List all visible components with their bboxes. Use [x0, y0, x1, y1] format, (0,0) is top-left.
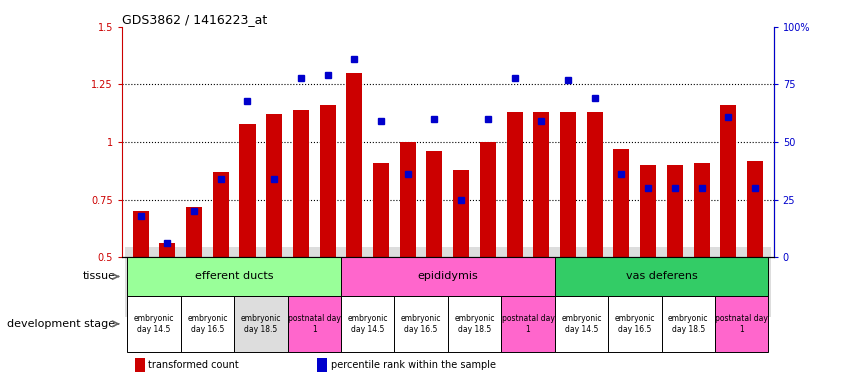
Bar — [640, 165, 656, 257]
Bar — [608, 296, 662, 352]
Text: embryonic
day 16.5: embryonic day 16.5 — [401, 314, 442, 334]
Bar — [213, 172, 229, 257]
Bar — [448, 296, 501, 352]
Bar — [662, 296, 715, 352]
Bar — [373, 163, 389, 257]
Bar — [341, 257, 555, 296]
Text: embryonic
day 14.5: embryonic day 14.5 — [561, 314, 601, 334]
Bar — [426, 151, 442, 257]
Text: embryonic
day 16.5: embryonic day 16.5 — [615, 314, 655, 334]
Bar — [127, 296, 181, 352]
Text: tissue: tissue — [82, 271, 115, 281]
Text: embryonic
day 18.5: embryonic day 18.5 — [668, 314, 708, 334]
Text: embryonic
day 14.5: embryonic day 14.5 — [134, 314, 174, 334]
Text: efferent ducts: efferent ducts — [195, 271, 273, 281]
Bar — [587, 112, 603, 257]
Text: development stage: development stage — [8, 319, 115, 329]
Text: vas deferens: vas deferens — [626, 271, 697, 281]
Text: percentile rank within the sample: percentile rank within the sample — [331, 360, 495, 370]
Bar — [346, 73, 362, 257]
Bar — [715, 296, 769, 352]
Bar — [560, 112, 576, 257]
Bar — [320, 105, 336, 257]
Bar — [506, 112, 522, 257]
Bar — [159, 243, 176, 257]
Text: postnatal day
1: postnatal day 1 — [501, 314, 554, 334]
Bar — [453, 170, 469, 257]
Text: embryonic
day 18.5: embryonic day 18.5 — [454, 314, 495, 334]
Bar — [501, 296, 555, 352]
Bar — [399, 142, 415, 257]
Bar — [135, 358, 145, 372]
Bar — [240, 124, 256, 257]
Bar — [288, 296, 341, 352]
Bar — [234, 296, 288, 352]
Bar — [480, 142, 496, 257]
Text: epididymis: epididymis — [417, 271, 479, 281]
Text: embryonic
day 16.5: embryonic day 16.5 — [188, 314, 228, 334]
Bar — [181, 296, 234, 352]
Bar — [667, 165, 683, 257]
Text: postnatal day
1: postnatal day 1 — [715, 314, 768, 334]
Text: embryonic
day 14.5: embryonic day 14.5 — [347, 314, 388, 334]
Text: GDS3862 / 1416223_at: GDS3862 / 1416223_at — [122, 13, 267, 26]
Bar — [533, 112, 549, 257]
Bar — [394, 296, 448, 352]
Bar — [694, 163, 710, 257]
Bar — [127, 257, 341, 296]
Bar — [747, 161, 763, 257]
Bar — [555, 296, 608, 352]
Bar — [341, 296, 394, 352]
Text: embryonic
day 18.5: embryonic day 18.5 — [241, 314, 281, 334]
Bar — [318, 358, 327, 372]
Text: transformed count: transformed count — [148, 360, 239, 370]
Bar — [186, 207, 202, 257]
Text: postnatal day
1: postnatal day 1 — [288, 314, 341, 334]
Bar — [720, 105, 737, 257]
Bar — [555, 257, 769, 296]
Bar — [133, 211, 149, 257]
Bar — [613, 149, 629, 257]
Bar — [267, 114, 283, 257]
Bar — [293, 110, 309, 257]
